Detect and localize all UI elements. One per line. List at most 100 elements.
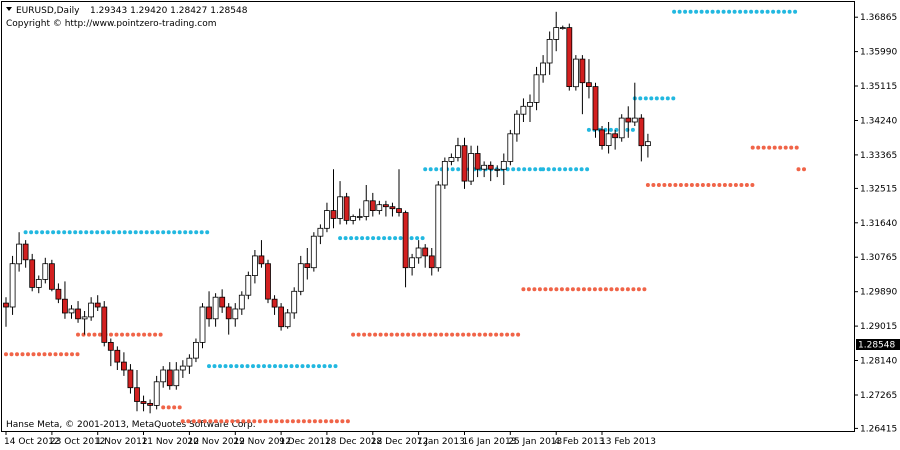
bull-candle — [317, 227, 324, 237]
support-dot — [673, 183, 678, 187]
bear-candle — [49, 263, 55, 290]
y-tick-label: 1.27265 — [860, 391, 897, 401]
resistance-dot — [295, 364, 299, 369]
bear-candle — [461, 145, 468, 182]
support-dot — [554, 287, 559, 292]
bear-candle — [3, 302, 9, 308]
resistance-dot — [760, 9, 765, 14]
bull-candle — [631, 117, 638, 123]
resistance-dot — [398, 236, 403, 241]
price-axis[interactable]: 1.26415 1.27265 1.28140 1.29015 1.29890 1.307… — [854, 13, 897, 434]
bull-candle — [409, 257, 416, 268]
bull-candle — [376, 204, 383, 211]
support-dot — [505, 332, 510, 337]
resistance-dot — [223, 364, 228, 369]
bear-candle — [330, 210, 337, 219]
x-tick-label: 20 Nov 2012 — [187, 437, 245, 447]
support-dot — [684, 183, 689, 187]
support-dot — [587, 287, 592, 292]
support-dot — [334, 419, 339, 424]
y-tick-label: 1.32515 — [860, 184, 897, 194]
bear-candle — [382, 204, 389, 208]
resistance-dot — [354, 236, 359, 241]
bull-candle — [297, 263, 304, 292]
resistance-dot — [376, 236, 381, 241]
resistance-dot — [608, 127, 613, 132]
support-dot — [428, 332, 433, 337]
support-dot — [543, 287, 548, 292]
resistance-dot — [732, 9, 737, 14]
resistance-dot — [256, 364, 261, 369]
bear-candle — [586, 82, 592, 87]
support-dot — [224, 419, 229, 424]
support-dot — [20, 352, 25, 357]
resistance-dot — [100, 230, 105, 235]
support-dot — [783, 145, 788, 150]
support-dot — [172, 405, 177, 410]
support-dot — [689, 183, 694, 187]
bear-candle — [389, 206, 396, 210]
bull-candle — [291, 290, 298, 314]
resistance-dot — [765, 9, 770, 14]
support-dot — [565, 287, 570, 292]
support-dot — [257, 419, 262, 424]
bear-candle — [114, 349, 121, 363]
support-dot — [268, 419, 273, 424]
support-dot — [756, 145, 761, 150]
resistance-dot — [273, 364, 277, 369]
resistance-dot — [630, 127, 635, 132]
resistance-dot — [128, 230, 133, 235]
resistance-dot — [343, 236, 348, 241]
bull-candle — [533, 74, 540, 103]
resistance-dot — [671, 96, 676, 101]
resistance-dot — [29, 230, 34, 235]
bear-candle — [134, 387, 140, 402]
bear-candle — [474, 153, 481, 170]
support-dot — [202, 419, 207, 424]
bull-candle — [540, 62, 546, 76]
support-dot — [651, 183, 656, 187]
bull-candle — [435, 184, 442, 269]
resistance-dot — [218, 364, 222, 369]
bull-candle — [199, 306, 206, 343]
resistance-dot — [586, 127, 591, 132]
resistance-dot — [73, 230, 78, 235]
resistance-dot — [117, 230, 122, 235]
bull-candle — [546, 39, 553, 64]
resistance-dot — [574, 167, 579, 172]
resistance-dot — [322, 364, 327, 369]
resistance-dot — [251, 364, 255, 369]
support-dot — [384, 332, 389, 337]
support-dot — [656, 183, 661, 187]
resistance-dot — [155, 230, 160, 235]
y-tick-label: 1.35990 — [860, 48, 897, 58]
support-dot — [537, 287, 542, 292]
bull-candle — [88, 302, 94, 318]
resistance-dot — [161, 230, 166, 235]
bear-candle — [396, 208, 402, 213]
support-dot — [631, 287, 636, 292]
support-dot — [477, 332, 482, 337]
resistance-dot — [563, 167, 568, 172]
bear-candle — [304, 263, 311, 269]
bull-candle — [468, 153, 475, 182]
bear-candle — [166, 369, 173, 387]
bear-candle — [127, 369, 134, 389]
bear-candle — [487, 164, 494, 170]
y-tick-label: 1.33365 — [860, 151, 897, 161]
support-dot — [92, 332, 97, 337]
x-tick-label: 25 Jan 2013 — [508, 437, 562, 447]
bull-candle — [454, 145, 461, 158]
bear-candle — [140, 401, 147, 404]
support-dot — [75, 352, 80, 357]
support-dot — [483, 332, 488, 337]
ohlc-readout: 1.29343 1.29420 1.28427 1.28548 — [90, 6, 248, 16]
x-tick-label: 18 Dec 2012 — [325, 437, 383, 447]
dropdown-arrow-icon[interactable] — [6, 7, 12, 11]
x-tick-label: 1 Nov 2012 — [96, 437, 148, 447]
bear-candle — [121, 361, 127, 371]
support-dot — [609, 287, 614, 292]
